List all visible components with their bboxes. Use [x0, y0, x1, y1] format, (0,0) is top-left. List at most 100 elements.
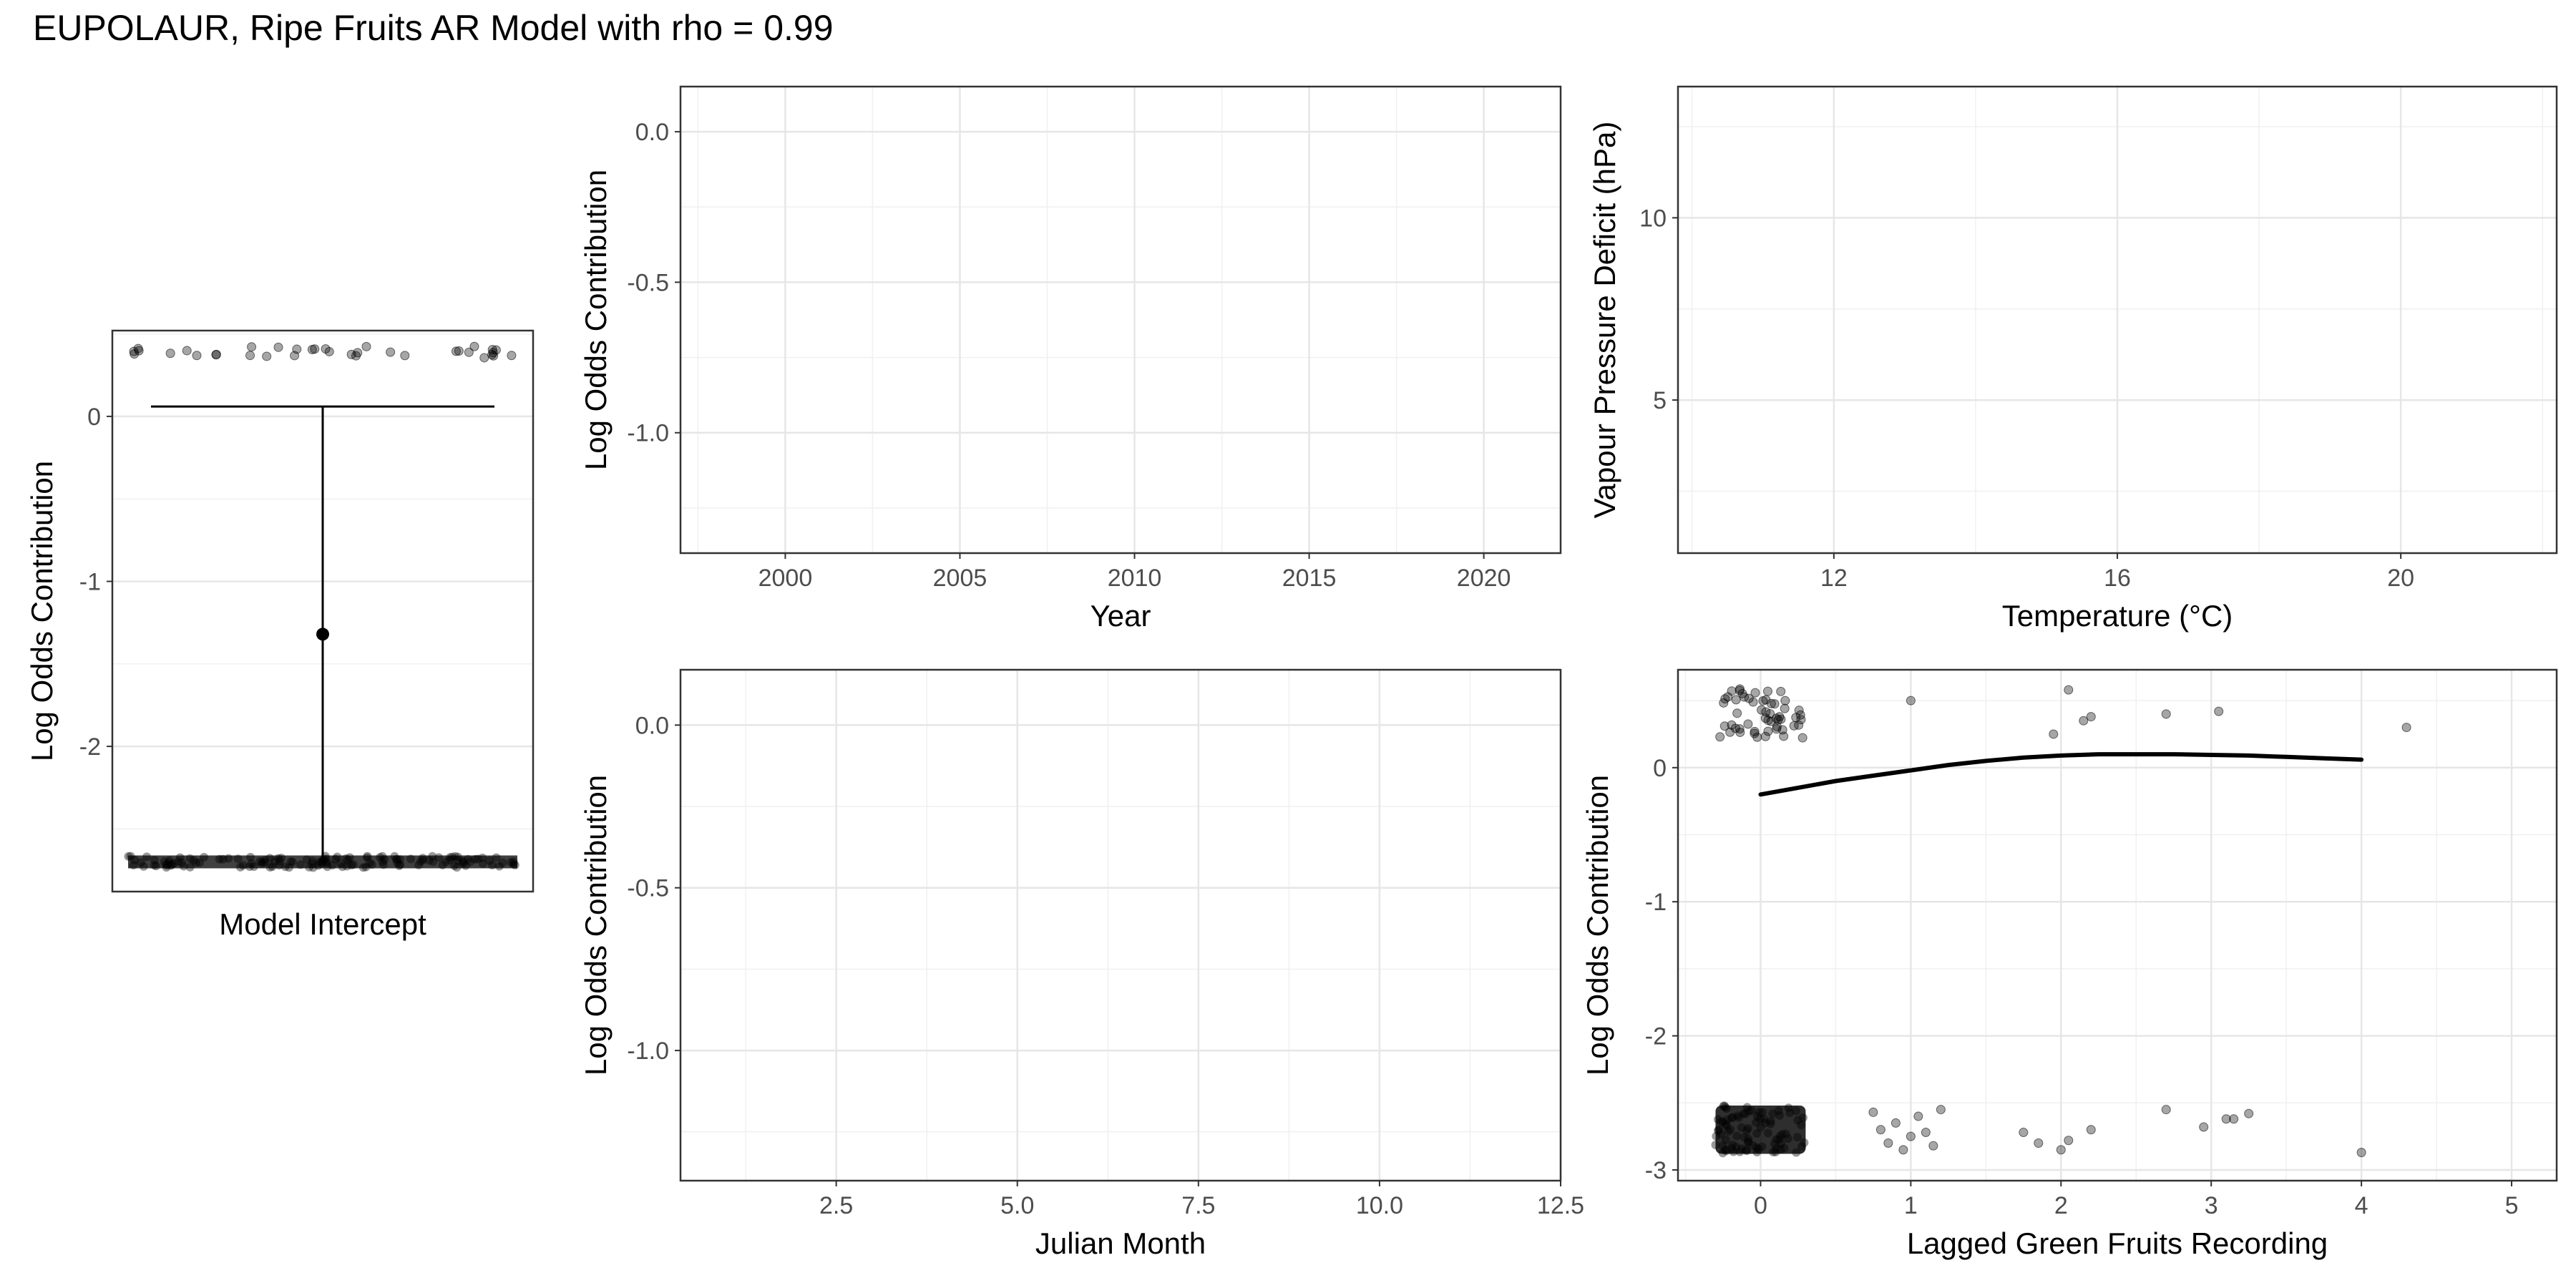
jitter-point-upper: [1750, 688, 1760, 698]
jitter-point-lower: [1733, 1111, 1742, 1121]
jitter-point-lower: [1742, 1126, 1752, 1136]
jitter-point-lower: [265, 862, 275, 872]
jitter-point-lower: [1744, 1134, 1753, 1143]
jitter-point-upper: [1780, 696, 1790, 706]
y-tick-label: 0.0: [635, 119, 669, 146]
y-tick-label: 0: [1653, 755, 1667, 782]
jitter-point-upper: [361, 341, 371, 351]
jitter-point-lower: [162, 863, 171, 872]
panel-year: 0.0 -0.5 -1.0 2000 2005 2010 2015 2020 Year Log O…: [579, 85, 1562, 633]
jitter-point-lower: [336, 859, 345, 868]
jitter-point-lower: [161, 859, 170, 869]
jitter-band-lower: [128, 855, 517, 869]
data-point-upper: [2161, 709, 2171, 719]
jitter-point-lower: [438, 860, 447, 869]
jitter-point-lower: [392, 855, 401, 864]
y-tick-label: 0: [87, 404, 101, 431]
jitter-point-upper: [1719, 721, 1729, 731]
jitter-point-lower: [466, 857, 475, 867]
jitter-point-upper: [1763, 726, 1773, 736]
jitter-point-upper: [290, 351, 300, 361]
jitter-point-lower: [218, 854, 228, 864]
jitter-point-lower: [321, 857, 331, 867]
jitter-point-upper: [182, 346, 192, 356]
x-tick-label: 16: [2104, 565, 2131, 592]
jitter-point-upper: [1770, 699, 1780, 709]
jitter-point-lower: [1739, 1109, 1748, 1118]
jitter-point-lower: [393, 858, 402, 867]
y-tick-label: 5: [1653, 387, 1667, 414]
jitter-point-lower: [174, 857, 183, 867]
jitter-point-lower: [150, 855, 159, 864]
jitter-point-lower: [1774, 1106, 1783, 1116]
y-axis-label: Log Odds Contribution: [1581, 775, 1614, 1075]
jitter-point-lower: [1758, 1108, 1767, 1117]
jitter-point-lower: [129, 861, 138, 870]
jitter-point-lower: [1752, 1148, 1762, 1157]
jitter-point-lower: [1726, 1125, 1735, 1134]
jitter-point-lower: [164, 858, 173, 867]
jitter-point-lower: [124, 852, 133, 861]
jitter-point-lower: [1718, 1141, 1727, 1151]
jitter-point-lower: [1720, 1145, 1729, 1154]
jitter-point-lower: [235, 862, 245, 872]
jitter-point-lower: [1772, 1143, 1781, 1153]
jitter-point-upper: [262, 351, 272, 361]
jitter-point-lower: [288, 857, 297, 867]
jitter-point-lower: [1797, 1121, 1806, 1130]
jitter-point-upper: [1797, 733, 1807, 743]
jitter-point-lower: [358, 863, 368, 872]
data-point-lower: [1883, 1138, 1893, 1148]
jitter-point-lower: [195, 858, 205, 867]
jitter-point-lower: [322, 859, 331, 868]
jitter-point-lower: [454, 856, 463, 865]
jitter-point-upper: [507, 351, 517, 361]
jitter-point-lower: [1719, 1117, 1728, 1126]
jitter-point-lower: [447, 852, 457, 862]
x-tick-label: 4: [2355, 1192, 2368, 1219]
jitter-point-lower: [139, 862, 148, 871]
x-tick-label: 5.0: [1000, 1192, 1034, 1219]
jitter-point-lower: [509, 857, 518, 867]
jitter-point-lower: [396, 860, 405, 869]
jitter-point-upper: [321, 344, 331, 354]
jitter-point-lower: [1798, 1113, 1807, 1123]
jitter-point-lower: [1755, 1108, 1764, 1117]
jitter-point-lower: [414, 860, 424, 869]
jitter-point-lower: [1792, 1106, 1801, 1116]
jitter-point-lower: [446, 853, 455, 862]
jitter-point-lower: [1713, 1115, 1722, 1124]
jitter-point-lower: [1721, 1135, 1730, 1144]
jitter-point-lower: [395, 855, 404, 864]
jitter-point-lower: [362, 853, 371, 862]
jitter-point-lower: [343, 856, 353, 865]
jitter-point-lower: [1754, 1144, 1763, 1153]
jitter-point-lower: [160, 857, 169, 866]
jitter-point-lower: [247, 859, 256, 868]
jitter-point-upper: [1775, 712, 1785, 722]
jitter-point-upper: [1720, 694, 1730, 704]
jitter-point-lower: [449, 861, 459, 870]
jitter-point-lower: [379, 860, 388, 869]
x-tick-label: 2005: [933, 565, 987, 592]
jitter-point-lower: [434, 853, 444, 862]
jitter-point-upper: [488, 348, 498, 358]
y-tick-label: -1.0: [627, 420, 669, 447]
jitter-point-upper: [192, 351, 202, 361]
y-tick-label: -1: [1645, 889, 1667, 916]
jitter-point-lower: [215, 854, 224, 864]
jitter-point-lower: [238, 861, 248, 870]
jitter-point-lower: [1768, 1148, 1777, 1157]
jitter-point-lower: [1776, 1145, 1785, 1154]
jitter-point-upper: [1776, 714, 1786, 724]
jitter-point-lower: [487, 860, 497, 869]
jitter-point-lower: [378, 857, 387, 867]
data-point-lower: [1921, 1128, 1931, 1138]
jitter-point-upper: [1762, 686, 1772, 696]
data-point-lower: [2019, 1128, 2029, 1138]
data-point-upper: [2214, 706, 2224, 716]
jitter-point-lower: [1752, 1143, 1762, 1152]
jitter-point-upper: [469, 341, 479, 351]
jitter-point-lower: [265, 854, 274, 863]
jitter-point-lower: [424, 856, 434, 865]
